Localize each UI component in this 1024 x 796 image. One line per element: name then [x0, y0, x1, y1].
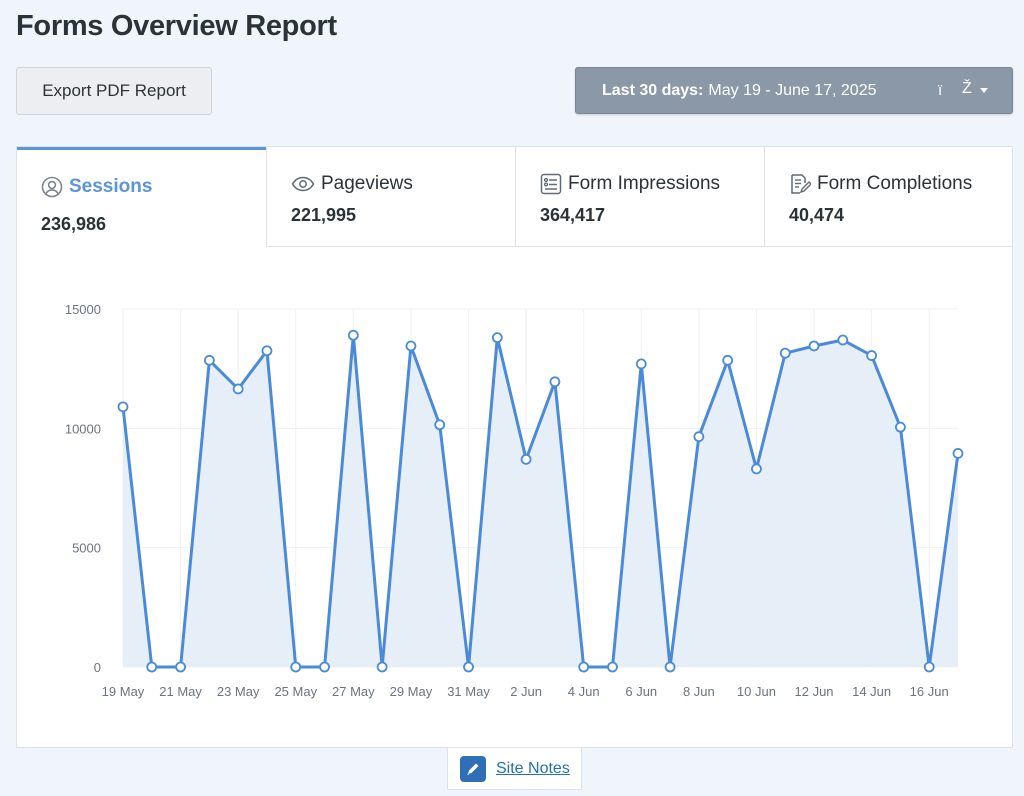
tab-form-impressions-label: Form Impressions — [568, 173, 721, 194]
pencil-icon — [460, 755, 486, 782]
chevron-down-icon — [980, 88, 988, 93]
data-point — [434, 419, 446, 431]
x-tick-label: 31 May — [447, 684, 490, 699]
y-tick-label: 5000 — [72, 541, 101, 556]
y-tick-label: 0 — [94, 660, 101, 675]
data-point — [347, 329, 359, 341]
site-notes-button[interactable]: Site Notes — [447, 747, 582, 790]
report-panel: Sessions 236,986 Pageviews 221,995 Form … — [16, 146, 1013, 748]
data-point — [232, 383, 244, 395]
x-tick-label: 2 Jun — [510, 684, 542, 699]
series-area — [123, 335, 958, 667]
date-range-label: Last 30 days: — [602, 81, 704, 99]
data-point — [607, 661, 618, 673]
calendar-glyph-icon: ï — [938, 82, 943, 99]
y-tick-label: 10000 — [65, 421, 101, 436]
y-tick-label: 15000 — [65, 302, 101, 317]
form-list-icon — [540, 173, 562, 195]
data-point — [664, 661, 676, 673]
x-tick-label: 21 May — [159, 684, 202, 699]
tab-form-impressions-value: 364,417 — [540, 205, 606, 225]
data-point — [866, 350, 878, 361]
data-point — [635, 358, 647, 370]
page-title: Forms Overview Report — [16, 10, 337, 42]
x-tick-label: 4 Jun — [568, 684, 600, 699]
data-point — [117, 401, 129, 413]
tab-sessions-label: Sessions — [69, 176, 153, 197]
data-point — [837, 334, 849, 346]
date-range-value: May 19 - June 17, 2025 — [708, 81, 877, 99]
data-point — [751, 463, 762, 475]
data-point — [376, 661, 388, 673]
data-point — [693, 431, 705, 443]
x-tick-label: 19 May — [102, 684, 145, 699]
eye-icon — [291, 176, 315, 192]
tab-pageviews[interactable]: Pageviews 221,995 — [266, 147, 515, 247]
data-point — [405, 340, 417, 352]
data-point — [779, 347, 791, 359]
data-point — [520, 453, 532, 465]
tab-pageviews-label: Pageviews — [321, 173, 413, 194]
tab-form-completions[interactable]: Form Completions 40,474 — [764, 147, 1012, 247]
caret-glyph-icon: Ž — [962, 80, 972, 97]
tab-sessions-value: 236,986 — [41, 214, 107, 234]
sessions-chart: 0 5000 10000 15000 19 May 21 May 23 May 25 May 2… — [65, 302, 964, 699]
data-point — [578, 661, 590, 673]
tab-pageviews-value: 221,995 — [291, 205, 357, 225]
x-tick-label: 23 May — [217, 684, 260, 699]
x-tick-label: 25 May — [274, 684, 317, 699]
data-point — [923, 661, 935, 673]
x-tick-label: 16 Jun — [910, 684, 949, 699]
user-circle-icon — [41, 176, 63, 198]
tab-form-impressions[interactable]: Form Impressions 364,417 — [515, 147, 764, 247]
export-pdf-button[interactable]: Export PDF Report — [16, 67, 212, 115]
date-range-button[interactable]: Last 30 days: May 19 - June 17, 2025 ï Ž — [575, 67, 1013, 114]
tab-sessions[interactable]: Sessions 236,986 — [17, 147, 266, 247]
data-point — [952, 447, 964, 459]
x-tick-label: 12 Jun — [795, 684, 834, 699]
data-point — [290, 661, 302, 673]
data-point — [463, 661, 474, 673]
x-tick-label: 27 May — [332, 684, 375, 699]
tab-form-completions-value: 40,474 — [789, 205, 845, 225]
data-point — [549, 376, 561, 388]
site-notes-label: Site Notes — [496, 759, 570, 777]
x-tick-label: 8 Jun — [683, 684, 715, 699]
metric-tabs: Sessions 236,986 Pageviews 221,995 Form … — [17, 147, 1012, 247]
x-tick-label: 6 Jun — [625, 684, 657, 699]
form-edit-icon — [789, 173, 811, 195]
data-point — [319, 661, 330, 673]
data-point — [895, 421, 906, 433]
data-point — [175, 661, 186, 673]
data-point — [491, 332, 503, 344]
x-tick-label: 10 Jun — [737, 684, 776, 699]
data-point — [146, 661, 158, 673]
data-point — [203, 354, 215, 366]
x-tick-label: 29 May — [390, 684, 433, 699]
data-point — [261, 345, 273, 357]
tab-form-completions-label: Form Completions — [817, 173, 973, 194]
data-point — [722, 354, 734, 366]
data-point — [808, 340, 820, 352]
x-tick-label: 14 Jun — [852, 684, 891, 699]
